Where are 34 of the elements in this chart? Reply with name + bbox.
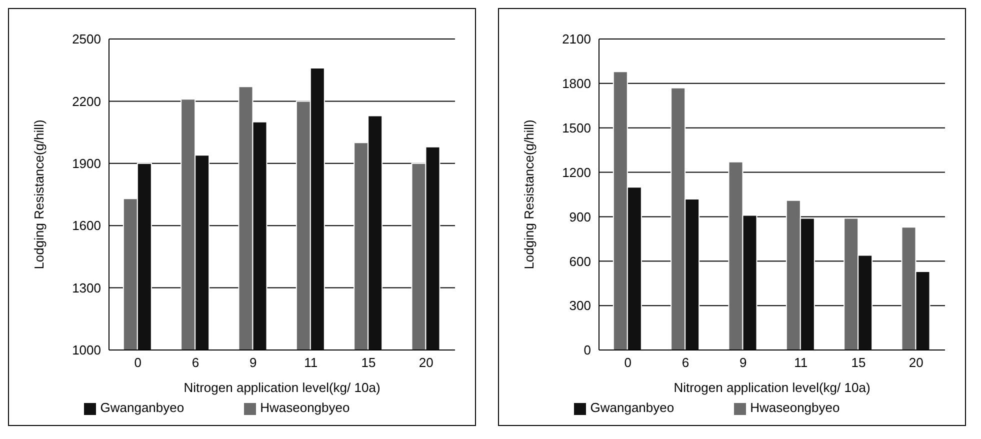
y-tick-label: 2500 <box>72 32 101 47</box>
x-axis-title: Nitrogen application level(kg/ 10a) <box>184 380 380 395</box>
y-tick-label: 1200 <box>562 164 591 180</box>
y-tick-label: 1300 <box>72 280 101 296</box>
x-tick-label: 15 <box>361 355 376 370</box>
x-tick-label: 20 <box>908 355 924 370</box>
y-tick-label: 2100 <box>562 32 591 47</box>
x-tick-label: 0 <box>624 355 632 370</box>
y-tick-label: 600 <box>569 254 591 269</box>
y-tick-label: 0 <box>584 342 591 358</box>
x-tick-label: 15 <box>851 355 866 370</box>
y-tick-label: 1800 <box>562 76 591 92</box>
legend-label: Hwaseongbyeo <box>260 400 350 415</box>
y-tick-label: 1500 <box>562 120 591 136</box>
x-tick-label: 11 <box>794 355 808 370</box>
y-tick-label: 900 <box>569 209 591 224</box>
x-tick-label: 20 <box>418 355 434 370</box>
y-tick-label: 1600 <box>72 218 101 234</box>
x-tick-label: 11 <box>304 355 318 370</box>
y-axis-title: Lodging Resistance(g/hill) <box>522 120 537 270</box>
y-tick-label: 2200 <box>72 94 101 109</box>
legend-label: Hwaseongbyeo <box>750 400 840 415</box>
x-tick-label: 9 <box>250 355 257 370</box>
y-tick-label: 1000 <box>72 342 101 358</box>
y-axis-title: Lodging Resistance(g/hill) <box>32 120 47 270</box>
x-tick-label: 0 <box>134 355 142 370</box>
x-axis-title: Nitrogen application level(kg/ 10a) <box>674 380 870 395</box>
y-tick-label: 300 <box>569 298 591 314</box>
x-tick-label: 6 <box>192 355 200 370</box>
legend-label: Gwanganbyeo <box>100 400 184 415</box>
x-tick-label: 6 <box>682 355 690 370</box>
y-tick-label: 1900 <box>72 156 101 172</box>
x-tick-label: 9 <box>740 355 747 370</box>
legend-label: Gwanganbyeo <box>590 400 674 415</box>
